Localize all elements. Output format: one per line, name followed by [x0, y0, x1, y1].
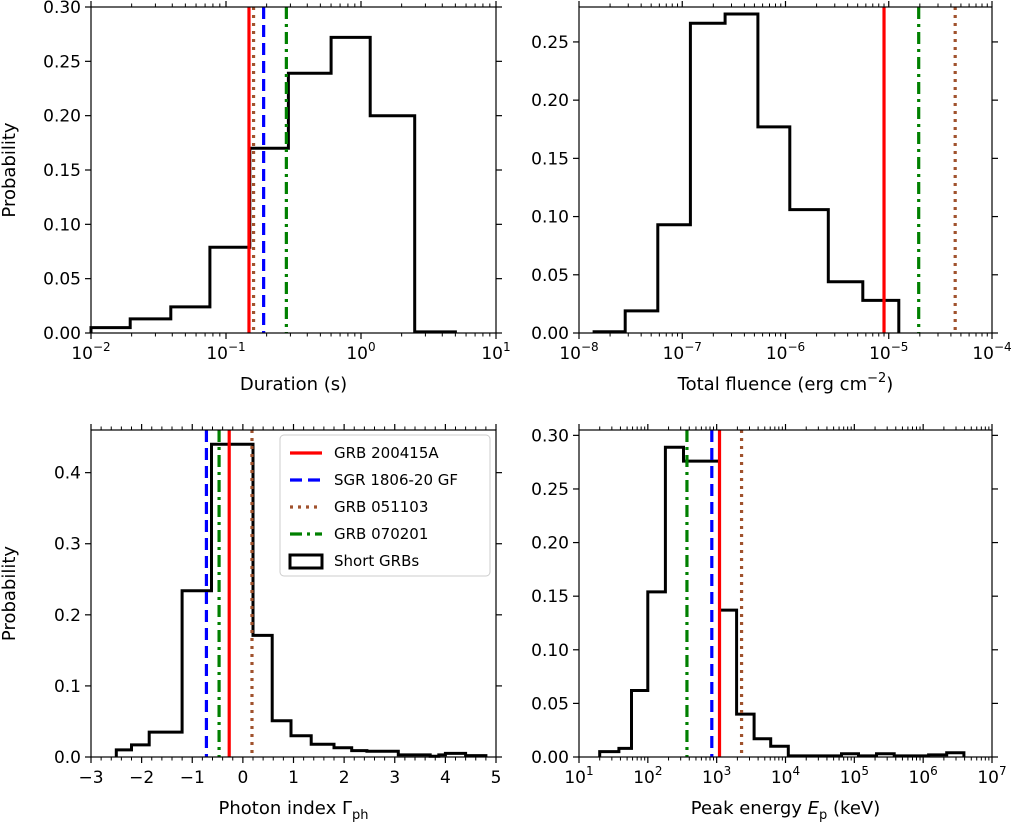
y-tick-label: 0.05 [531, 266, 569, 286]
y-tick-label: 0.25 [531, 480, 569, 500]
y-tick-label: 0.30 [43, 0, 81, 18]
y-tick-label: 0.2 [54, 606, 81, 626]
y-tick-label: 0.25 [43, 52, 81, 72]
x-tick-label: −1 [180, 768, 205, 788]
histogram-short-grbs [114, 442, 488, 758]
x-tick-label: 104 [771, 764, 800, 788]
y-tick-label: 0.3 [54, 535, 81, 555]
x-tick-label: 10−1 [206, 340, 245, 364]
x-tick-label: −3 [78, 768, 103, 788]
x-tick-label: 0 [237, 768, 248, 788]
histogram-short-grbs [592, 12, 901, 334]
y-tick-label: 0.30 [531, 426, 569, 446]
x-tick-label: −2 [129, 768, 154, 788]
y-tick-label: 0.00 [531, 748, 569, 768]
y-tick-label: 0.15 [531, 587, 569, 607]
x-axis-label: Duration (s) [240, 374, 347, 395]
y-tick-label: 0.1 [54, 677, 81, 697]
y-tick-label: 0.05 [43, 270, 81, 290]
legend-label-sgr1806: SGR 1806-20 GF [334, 471, 458, 489]
legend-box [279, 434, 491, 577]
x-tick-label: 5 [491, 768, 502, 788]
x-tick-label: 106 [909, 764, 938, 788]
x-tick-label: 102 [633, 764, 662, 788]
panel-peak-energy: 0.00 0.05 0.10 0.15 0.20 0.25 0.30 101 102 103 104… [531, 424, 1007, 823]
y-tick-label: 0.00 [531, 324, 569, 344]
legend-swatch-hist [288, 553, 324, 570]
legend-label-hist: Short GRBs [334, 552, 419, 570]
legend-label-grb051103: GRB 051103 [334, 498, 428, 516]
histogram-short-grbs [598, 445, 966, 758]
x-tick-label: 103 [702, 764, 731, 788]
y-tick-label: 0.10 [531, 208, 569, 228]
x-tick-label: 10−8 [559, 340, 598, 364]
x-tick-label: 100 [346, 340, 375, 364]
legend-label-grb200415a: GRB 200415A [334, 444, 439, 462]
legend-label-grb070201: GRB 070201 [334, 525, 428, 543]
x-axis-label: Total fluence (erg cm−2) [677, 371, 894, 395]
x-tick-label: 4 [440, 768, 451, 788]
y-tick-label: 0.15 [43, 161, 81, 181]
x-tick-label: 10−7 [663, 340, 702, 364]
y-tick-label: 0.10 [531, 641, 569, 661]
histogram-short-grbs [89, 35, 457, 334]
x-tick-label: 107 [977, 764, 1006, 788]
x-axis-label: Photon index Γph [219, 798, 369, 823]
y-axis-label: Probability [0, 546, 20, 641]
panel-fluence: 0.00 0.05 0.10 0.15 0.20 0.25 10−8 10−7 10−6 10−5… [531, 1, 1012, 395]
y-tick-label: 0.20 [43, 107, 81, 127]
x-tick-label: 10−5 [869, 340, 908, 364]
y-tick-label: 0.00 [43, 324, 81, 344]
x-tick-label: 101 [481, 340, 510, 364]
y-axis-label: Probability [0, 122, 20, 217]
y-tick-label: 0.25 [531, 33, 569, 53]
x-axis-label: Peak energy Ep (keV) [691, 798, 880, 823]
x-tick-label: 101 [564, 764, 593, 788]
y-tick-label: 0.10 [43, 215, 81, 235]
x-tick-label: 3 [389, 768, 400, 788]
y-tick-label: 0.05 [531, 694, 569, 714]
x-tick-label: 2 [339, 768, 350, 788]
panel-duration: 0.00 0.05 0.10 0.15 0.20 0.25 0.30 10−2 10−1 100 1… [0, 0, 511, 395]
x-tick-label: 10−4 [972, 340, 1011, 364]
axes-frame [578, 6, 993, 334]
panel-photon-index: 0.0 0.1 0.2 0.3 0.4 −3 −2 −1 0 1 2 3 4 5 Photon index … [0, 424, 502, 823]
y-tick-label: 0.4 [54, 464, 81, 484]
y-tick-label: 0.20 [531, 91, 569, 111]
y-tick-label: 0.15 [531, 149, 569, 169]
axes-frame [90, 6, 497, 334]
y-tick-label: 0.0 [54, 748, 81, 768]
x-tick-label: 10−6 [766, 340, 805, 364]
x-tick-label: 10−2 [71, 340, 110, 364]
y-tick-label: 0.20 [531, 534, 569, 554]
x-tick-label: 1 [288, 768, 299, 788]
x-tick-label: 105 [840, 764, 869, 788]
axes-frame [578, 429, 993, 758]
